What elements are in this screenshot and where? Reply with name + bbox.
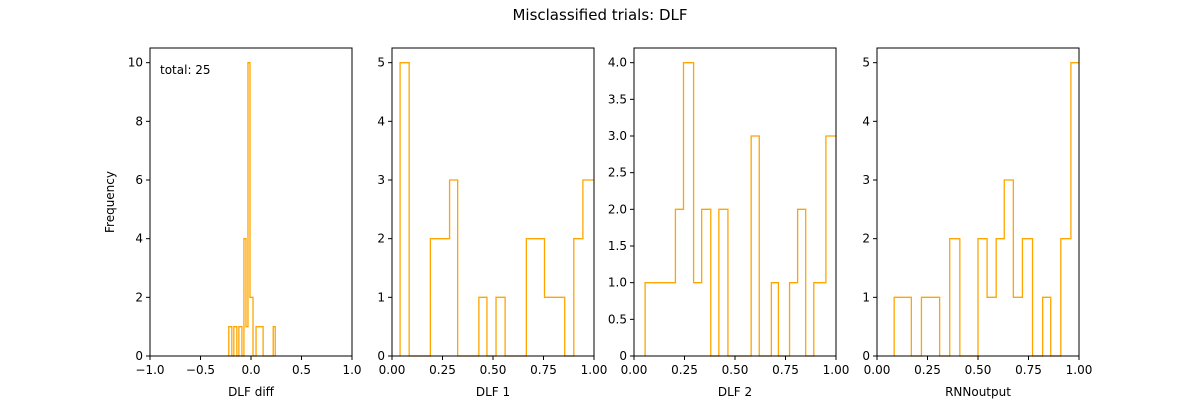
y-tick-label: 4: [862, 114, 870, 128]
y-tick-label: 4.0: [608, 56, 627, 70]
histogram-outline: [228, 62, 276, 357]
x-tick-label: 0.50: [480, 363, 507, 377]
y-tick-label: 2: [377, 232, 385, 246]
y-tick-label: 0: [619, 349, 627, 363]
y-tick-label: 0: [135, 349, 143, 363]
y-tick-label: 2.5: [608, 166, 627, 180]
y-tick-label: 2.0: [608, 202, 627, 216]
y-tick-label: 0.5: [608, 312, 627, 326]
x-axis-label: DLF diff: [228, 385, 275, 399]
x-tick-label: 0.75: [1015, 363, 1042, 377]
chart-panel-1: −1.0 −0.5 0.0 0.5 1.0 0 2 4 6 8 10 DLF diff Frequenc…: [103, 47, 362, 399]
figure-title: Misclassified trials: DLF: [512, 6, 687, 24]
y-tick-label: 10: [128, 56, 143, 70]
y-tick-label: 0: [862, 349, 870, 363]
x-tick-label: 0.00: [864, 363, 891, 377]
y-tick-label: 1: [377, 290, 385, 304]
x-tick-label: −0.5: [186, 363, 215, 377]
chart-panel-3: 0.00 0.25 0.50 0.75 1.00 0 0.5 1.0 1.5 2.0 2.5 3.0 3…: [608, 47, 850, 399]
y-tick-label: 3.5: [608, 92, 627, 106]
x-tick-label: 1.0: [342, 363, 361, 377]
x-tick-label: 0.25: [914, 363, 941, 377]
total-annotation: total: 25: [160, 63, 211, 77]
y-axis-label: Frequency: [103, 171, 117, 233]
y-tick-label: 2: [135, 290, 143, 304]
x-tick-label: 1.00: [1066, 363, 1093, 377]
histogram-outline: [644, 62, 836, 357]
x-tick-label: 1.00: [581, 363, 608, 377]
y-tick-label: 5: [862, 56, 870, 70]
histogram-outline: [893, 62, 1079, 357]
y-tick-label: 1: [862, 290, 870, 304]
y-tick-label: 4: [135, 232, 143, 246]
x-tick-label: 0.00: [379, 363, 406, 377]
y-tick-label: 0: [377, 349, 385, 363]
x-tick-label: 0.50: [965, 363, 992, 377]
x-axis-label: DLF 1: [476, 385, 510, 399]
y-tick-label: 1.5: [608, 239, 627, 253]
x-tick-label: 0.75: [530, 363, 557, 377]
x-axis-label: RNNoutput: [945, 385, 1011, 399]
chart-panel-2: 0.00 0.25 0.50 0.75 1.00 0 1 2 3 4 5 DLF 1: [377, 47, 608, 399]
x-tick-label: 0.00: [621, 363, 648, 377]
y-tick-label: 6: [135, 173, 143, 187]
x-tick-label: −1.0: [135, 363, 164, 377]
y-tick-label: 2: [862, 232, 870, 246]
x-tick-label: 0.5: [292, 363, 311, 377]
y-tick-label: 3.0: [608, 129, 627, 143]
y-tick-label: 3: [862, 173, 870, 187]
y-tick-label: 5: [377, 56, 385, 70]
chart-panel-4: 0.00 0.25 0.50 0.75 1.00 0 1 2 3 4 5 RNNoutput: [862, 47, 1093, 399]
x-axis-label: DLF 2: [718, 385, 752, 399]
x-tick-label: 0.0: [241, 363, 260, 377]
y-tick-label: 1.0: [608, 276, 627, 290]
x-tick-label: 1.00: [823, 363, 850, 377]
y-tick-label: 3: [377, 173, 385, 187]
x-tick-label: 0.25: [671, 363, 698, 377]
x-tick-label: 0.75: [772, 363, 799, 377]
y-tick-label: 8: [135, 114, 143, 128]
y-tick-label: 4: [377, 114, 385, 128]
x-tick-label: 0.25: [429, 363, 456, 377]
x-tick-label: 0.50: [722, 363, 749, 377]
